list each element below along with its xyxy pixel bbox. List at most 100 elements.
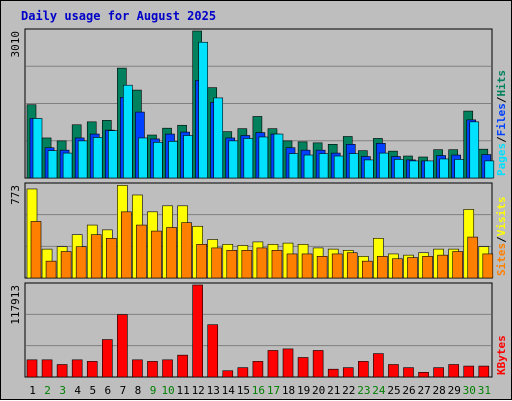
bar-pages-day-18 [288, 153, 299, 179]
bar-sites-day-31 [482, 253, 494, 279]
day-label-23: 23 [357, 384, 370, 397]
bar-sites-day-4 [75, 246, 87, 279]
bar-kbytes-day-13 [207, 324, 219, 378]
bar-pages-day-27 [424, 160, 434, 179]
legend-text: Pages/Files/Hits [495, 70, 508, 176]
bar-pages-day-6 [108, 130, 118, 179]
bar-sites-day-1 [30, 221, 42, 279]
bar-kbytes-day-7 [117, 314, 128, 378]
bar-pages-day-14 [228, 140, 239, 179]
bar-pages-day-5 [92, 137, 103, 179]
bar-sites-day-18 [286, 253, 298, 279]
legend-separator: / [495, 236, 508, 243]
legend-text: Sites/Visits [495, 197, 508, 277]
bar-pages-day-12 [198, 41, 208, 179]
legend-item-pages: Pages [495, 143, 508, 176]
bar-sites-day-12 [196, 244, 207, 279]
legend-item-kbytes: KBytes [495, 335, 508, 375]
day-label-17: 17 [267, 384, 280, 397]
day-label-25: 25 [387, 384, 400, 397]
legend-separator: / [495, 96, 508, 103]
bar-kbytes-day-28 [433, 367, 444, 378]
bar-kbytes-day-6 [102, 339, 113, 378]
bar-kbytes-day-31 [478, 365, 490, 378]
day-label-8: 8 [135, 384, 142, 397]
bar-pages-day-31 [484, 160, 495, 179]
day-label-16: 16 [252, 384, 265, 397]
bar-kbytes-day-22 [342, 367, 354, 378]
bar-kbytes-day-18 [282, 348, 294, 378]
bar-pages-day-21 [333, 155, 344, 179]
bar-sites-day-22 [346, 252, 358, 279]
bar-sites-day-6 [106, 237, 117, 279]
bar-kbytes-day-29 [448, 364, 459, 378]
bar-kbytes-day-15 [237, 367, 249, 378]
day-label-27: 27 [417, 384, 430, 397]
bar-pages-day-24 [379, 152, 389, 179]
day-label-12: 12 [192, 384, 205, 397]
bar-sites-day-26 [407, 257, 418, 279]
legend-separator: / [495, 136, 508, 143]
day-label-20: 20 [312, 384, 325, 397]
bar-sites-day-21 [331, 253, 343, 279]
bar-sites-day-23 [362, 260, 373, 279]
bar-kbytes-day-5 [86, 361, 98, 378]
bar-sites-day-5 [90, 234, 102, 279]
legend-item-sites: Sites [495, 243, 508, 276]
bar-pages-day-28 [439, 158, 449, 179]
bar-kbytes-day-27 [418, 372, 429, 378]
bar-pages-day-11 [183, 135, 193, 179]
bar-pages-day-13 [213, 97, 224, 179]
day-label-4: 4 [74, 384, 81, 397]
bar-sites-day-25 [392, 258, 403, 279]
bar-kbytes-day-26 [403, 367, 414, 378]
legend: Sites/Visits [495, 197, 508, 277]
bar-kbytes-day-19 [297, 357, 309, 378]
bars [26, 284, 490, 378]
day-label-22: 22 [342, 384, 355, 397]
x-axis-day-labels: 1 2 3 4 5 6 7 8 9 10 11 12 13 14 15 16 17 18 19 20 21 22 23 24 2… [29, 384, 491, 397]
legend-item-files: Files [495, 103, 508, 136]
day-label-31: 31 [478, 384, 491, 397]
day-label-9: 9 [150, 384, 157, 397]
day-label-13: 13 [207, 384, 220, 397]
bar-kbytes-day-14 [222, 370, 234, 378]
bar-sites-day-30 [467, 236, 479, 279]
bar-sites-day-11 [181, 222, 192, 279]
legend-text: KBytes [495, 335, 508, 375]
bar-sites-day-19 [301, 253, 313, 279]
day-label-18: 18 [282, 384, 295, 397]
bar-pages-day-9 [153, 142, 163, 179]
day-label-28: 28 [433, 384, 446, 397]
bar-sites-day-7 [121, 211, 132, 279]
bar-pages-day-23 [364, 159, 374, 179]
bar-pages-day-29 [454, 159, 464, 179]
bar-pages-day-26 [409, 160, 419, 179]
legend-item-hits: Hits [495, 70, 508, 97]
day-label-6: 6 [105, 384, 112, 397]
bar-sites-day-10 [166, 227, 177, 279]
bar-pages-day-17 [273, 133, 284, 179]
bar-kbytes-day-12 [192, 284, 203, 378]
day-label-26: 26 [402, 384, 415, 397]
bar-kbytes-day-25 [388, 364, 399, 378]
bar-sites-day-9 [151, 230, 162, 279]
bar-sites-day-20 [316, 256, 328, 279]
bar-kbytes-day-9 [147, 361, 158, 378]
day-label-3: 3 [59, 384, 66, 397]
day-label-10: 10 [161, 384, 174, 397]
day-label-30: 30 [463, 384, 476, 397]
y-max-label: 117913 [9, 285, 22, 325]
bar-sites-day-2 [45, 260, 57, 279]
bar-sites-day-29 [452, 251, 463, 279]
bar-sites-day-3 [60, 251, 72, 279]
bar-pages-day-19 [303, 154, 314, 179]
bar-sites-day-16 [256, 247, 268, 279]
bar-kbytes-day-17 [267, 350, 279, 378]
bar-sites-day-15 [241, 250, 253, 279]
bar-kbytes-day-21 [327, 368, 339, 378]
day-label-21: 21 [327, 384, 340, 397]
bar-pages-day-15 [243, 138, 254, 179]
